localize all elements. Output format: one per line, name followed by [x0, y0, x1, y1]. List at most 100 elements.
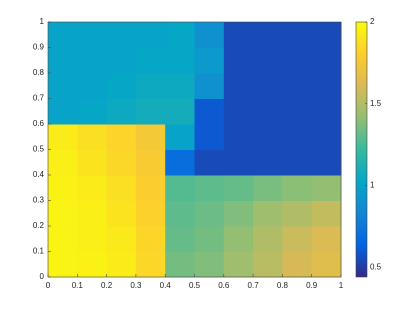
x-tick-label: 0.8 — [277, 281, 289, 290]
heatmap-cell — [194, 149, 225, 176]
heatmap-cell — [282, 175, 313, 201]
heatmap-cell — [77, 73, 108, 99]
y-tick-label: 0 — [40, 272, 45, 281]
heatmap-cell — [311, 251, 342, 278]
heatmap-cell — [135, 124, 166, 150]
heatmap-cell — [194, 73, 225, 99]
heatmap-cell — [77, 124, 108, 150]
heatmap-cell — [77, 251, 108, 278]
colorbar-tick-label: 0.5 — [370, 262, 382, 271]
heatmap-cell — [194, 98, 225, 125]
heatmap-cell — [135, 175, 166, 201]
heatmap-cell — [106, 98, 137, 125]
heatmap-cell — [194, 251, 225, 278]
heatmap-cell — [223, 47, 254, 74]
heatmap-cell — [223, 175, 254, 201]
colorbar — [355, 21, 368, 278]
y-tick-label: 0.5 — [33, 145, 45, 154]
heatmap-cell — [311, 124, 342, 150]
heatmap-cell — [106, 73, 137, 99]
x-tick-label: 0.1 — [72, 281, 84, 290]
y-tick-label: 0.7 — [33, 94, 45, 103]
heatmap-cell — [282, 226, 313, 252]
colorbar-tick-label: 1 — [370, 181, 375, 190]
heatmap-cell — [135, 98, 166, 125]
y-tick-label: 0.6 — [33, 119, 45, 128]
heatmap-cell — [48, 175, 78, 201]
heatmap-cell — [135, 22, 166, 48]
heatmap-cell — [223, 200, 254, 227]
x-tick-label: 0.9 — [306, 281, 318, 290]
heatmap-cell — [165, 226, 195, 252]
heatmap-cell — [165, 22, 195, 48]
heatmap-cell — [223, 124, 254, 150]
heatmap-cell — [194, 47, 225, 74]
heatmap-cell — [48, 124, 78, 150]
heatmap-cell — [48, 251, 78, 278]
heatmap-cell — [77, 47, 108, 74]
heatmap-cell — [282, 149, 313, 176]
heatmap-cell — [48, 200, 78, 227]
x-tick-label: 1 — [339, 281, 344, 290]
heatmap-cell — [282, 200, 313, 227]
heatmap-cell — [223, 149, 254, 176]
heatmap-cell — [106, 149, 137, 176]
heatmap-cell — [253, 175, 283, 201]
heatmap-cell — [106, 22, 137, 48]
heatmap-cell — [135, 149, 166, 176]
heatmap-cell — [311, 200, 342, 227]
heatmap-cell — [165, 124, 195, 150]
heatmap-cell — [194, 124, 225, 150]
heatmap-cell — [106, 226, 137, 252]
heatmap-cell — [165, 47, 195, 74]
heatmap-cell — [165, 175, 195, 201]
colorbar-tick-label: 2 — [370, 17, 375, 26]
x-tick-label: 0 — [46, 281, 51, 290]
x-tick-label: 0.6 — [218, 281, 230, 290]
y-tick-label: 0.4 — [33, 170, 45, 179]
x-tick-label: 0.3 — [130, 281, 142, 290]
heatmap-cell — [223, 22, 254, 48]
x-tick-label: 0.7 — [248, 281, 260, 290]
x-tick-label: 0.4 — [160, 281, 172, 290]
y-tick-label: 0.2 — [33, 221, 45, 230]
heatmap-cell — [106, 124, 137, 150]
heatmap-cell — [77, 200, 108, 227]
y-tick-label: 0.1 — [33, 247, 45, 256]
heatmap-cell — [253, 149, 283, 176]
heatmap-cell — [253, 22, 283, 48]
heatmap-cell — [48, 73, 78, 99]
heatmap-cell — [48, 149, 78, 176]
y-tick-label: 0.3 — [33, 196, 45, 205]
heatmap-cell — [106, 251, 137, 278]
heatmap-cell — [282, 73, 313, 99]
heatmap-cell — [311, 226, 342, 252]
heatmap-cell — [311, 73, 342, 99]
heatmap-cell — [48, 22, 78, 48]
heatmap-cell — [48, 47, 78, 74]
x-tick-label: 0.5 — [189, 281, 201, 290]
heatmap-cell — [106, 200, 137, 227]
heatmap-cell — [311, 22, 342, 48]
heatmap-cell — [165, 98, 195, 125]
heatmap-cell — [135, 47, 166, 74]
heatmap-cell — [223, 251, 254, 278]
heatmap-cell — [223, 73, 254, 99]
heatmap-cell — [77, 98, 108, 125]
heatmap-cell — [106, 47, 137, 74]
heatmap-cell — [253, 200, 283, 227]
heatmap-cell — [77, 226, 108, 252]
heatmap-cell — [48, 98, 78, 125]
heatmap-cell — [282, 251, 313, 278]
x-tick-label: 0.2 — [101, 281, 113, 290]
y-tick-label: 0.8 — [33, 68, 45, 77]
heatmap-cell — [194, 226, 225, 252]
heatmap-cell — [194, 22, 225, 48]
heatmap-cell — [77, 149, 108, 176]
heatmap-cell — [253, 251, 283, 278]
heatmap-cell — [165, 200, 195, 227]
heatmap-cell — [253, 226, 283, 252]
heatmap-cell — [194, 200, 225, 227]
heatmap-cell — [135, 226, 166, 252]
heatmap-cell — [165, 73, 195, 99]
